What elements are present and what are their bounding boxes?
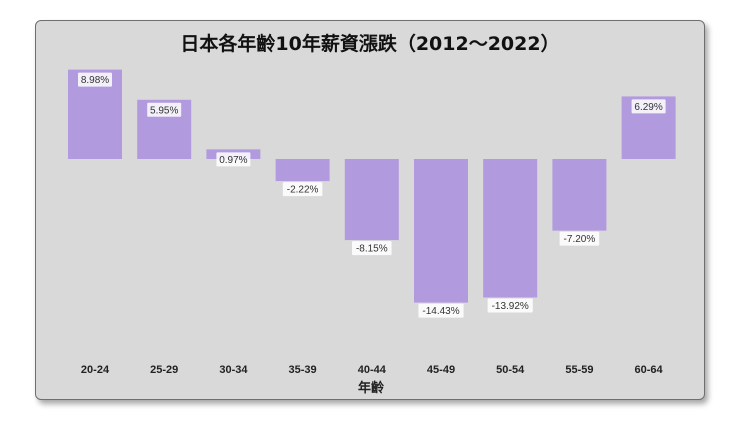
data-label: 8.98%: [81, 75, 109, 86]
bar-40-44: [344, 159, 399, 241]
x-tick-label: 55-59: [565, 364, 593, 376]
bar-35-39: [275, 159, 330, 182]
x-tick-label: 50-54: [496, 364, 525, 376]
x-tick-label: 60-64: [635, 364, 664, 376]
bar-chart: 8.98% 20-24 5.95% 25-29 0.97% 30-34 -2.22% 35-3…: [68, 69, 676, 396]
data-label: -2.22%: [287, 185, 319, 196]
chart-frame: 日本各年齡10年薪資漲跌（2012～2022） 8.98% 20-24 5.95% 2…: [35, 20, 705, 400]
bar-50-54: [483, 159, 538, 298]
data-label-box: [78, 72, 112, 87]
data-label-box: [559, 231, 600, 246]
x-axis-label: 年齡: [358, 380, 384, 396]
data-label: 0.97%: [219, 155, 247, 166]
data-label: 6.29%: [634, 102, 662, 113]
chart-title: 日本各年齡10年薪資漲跌（2012～2022）: [180, 33, 560, 55]
x-tick-label: 20-24: [81, 364, 110, 376]
bar-55-59: [552, 159, 607, 231]
x-tick-label: 40-44: [358, 364, 387, 376]
x-tick-label: 30-34: [219, 364, 248, 376]
data-label-box: [352, 241, 392, 256]
data-label: -13.92%: [492, 301, 529, 312]
data-label-box: [487, 298, 533, 313]
data-label-box: [147, 102, 182, 117]
data-label-box: [418, 303, 464, 318]
data-label: -8.15%: [356, 244, 388, 255]
x-tick-label: 35-39: [289, 364, 317, 376]
bar-45-49: [414, 159, 468, 303]
data-label: 5.95%: [150, 105, 178, 116]
data-label: -14.43%: [422, 306, 459, 317]
data-label-box: [216, 152, 251, 167]
data-label-box: [631, 99, 666, 114]
x-tick-label: 45-49: [427, 364, 455, 376]
data-label: -7.20%: [564, 234, 596, 245]
data-label-box: [282, 182, 323, 197]
x-tick-label: 25-29: [150, 364, 178, 376]
